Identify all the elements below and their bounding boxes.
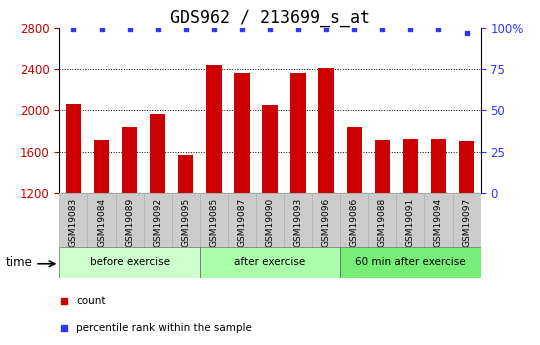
Bar (396, 193, 424, 247)
Bar (319, 68, 334, 317)
Bar (368, 193, 396, 247)
Text: GSM19086: GSM19086 (350, 197, 359, 247)
Bar (340, 247, 481, 278)
Bar (122, 127, 137, 317)
Bar (178, 155, 193, 317)
Text: GSM19087: GSM19087 (238, 197, 246, 247)
Text: GSM19085: GSM19085 (210, 197, 218, 247)
Bar (312, 193, 340, 247)
Bar (262, 105, 278, 317)
Bar (116, 193, 144, 247)
Text: GSM19097: GSM19097 (462, 197, 471, 247)
Bar (256, 193, 284, 247)
Text: GSM19090: GSM19090 (266, 197, 274, 247)
Bar (206, 65, 221, 317)
Bar (403, 139, 418, 317)
Text: GSM19096: GSM19096 (322, 197, 330, 247)
Text: GDS962 / 213699_s_at: GDS962 / 213699_s_at (170, 9, 370, 27)
Bar (172, 193, 200, 247)
Text: after exercise: after exercise (234, 257, 306, 267)
Bar (431, 139, 446, 317)
Bar (375, 140, 390, 317)
Text: GSM19093: GSM19093 (294, 197, 302, 247)
Text: GSM19083: GSM19083 (69, 197, 78, 247)
Bar (87, 193, 116, 247)
Text: GSM19094: GSM19094 (434, 197, 443, 247)
Bar (284, 193, 312, 247)
Text: 60 min after exercise: 60 min after exercise (355, 257, 465, 267)
Bar (200, 247, 340, 278)
Text: percentile rank within the sample: percentile rank within the sample (76, 323, 252, 333)
Bar (424, 193, 453, 247)
Text: GSM19091: GSM19091 (406, 197, 415, 247)
Bar (66, 104, 81, 317)
Bar (144, 193, 172, 247)
Text: GSM19089: GSM19089 (125, 197, 134, 247)
Bar (347, 127, 362, 317)
Bar (200, 193, 228, 247)
Bar (340, 193, 368, 247)
Bar (291, 73, 306, 317)
Text: count: count (76, 296, 106, 306)
Bar (234, 73, 249, 317)
Text: GSM19084: GSM19084 (97, 197, 106, 247)
Bar (459, 141, 474, 317)
Text: GSM19092: GSM19092 (153, 197, 162, 247)
Text: GSM19088: GSM19088 (378, 197, 387, 247)
Text: time: time (5, 256, 32, 269)
Bar (453, 193, 481, 247)
Bar (59, 193, 87, 247)
Bar (150, 114, 165, 317)
Bar (228, 193, 256, 247)
Text: GSM19095: GSM19095 (181, 197, 190, 247)
Text: before exercise: before exercise (90, 257, 170, 267)
Bar (94, 140, 109, 317)
Bar (59, 247, 200, 278)
